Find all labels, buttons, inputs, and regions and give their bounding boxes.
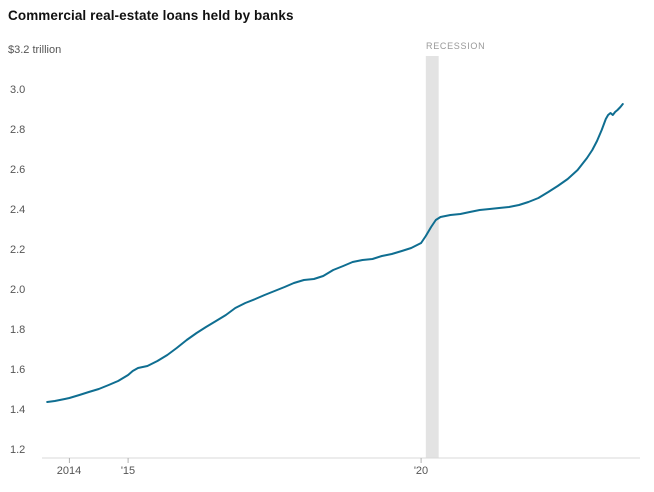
recession-band: [425, 56, 439, 458]
chart-title: Commercial real-estate loans held by ban…: [8, 8, 294, 23]
loans-line: [46, 103, 624, 403]
